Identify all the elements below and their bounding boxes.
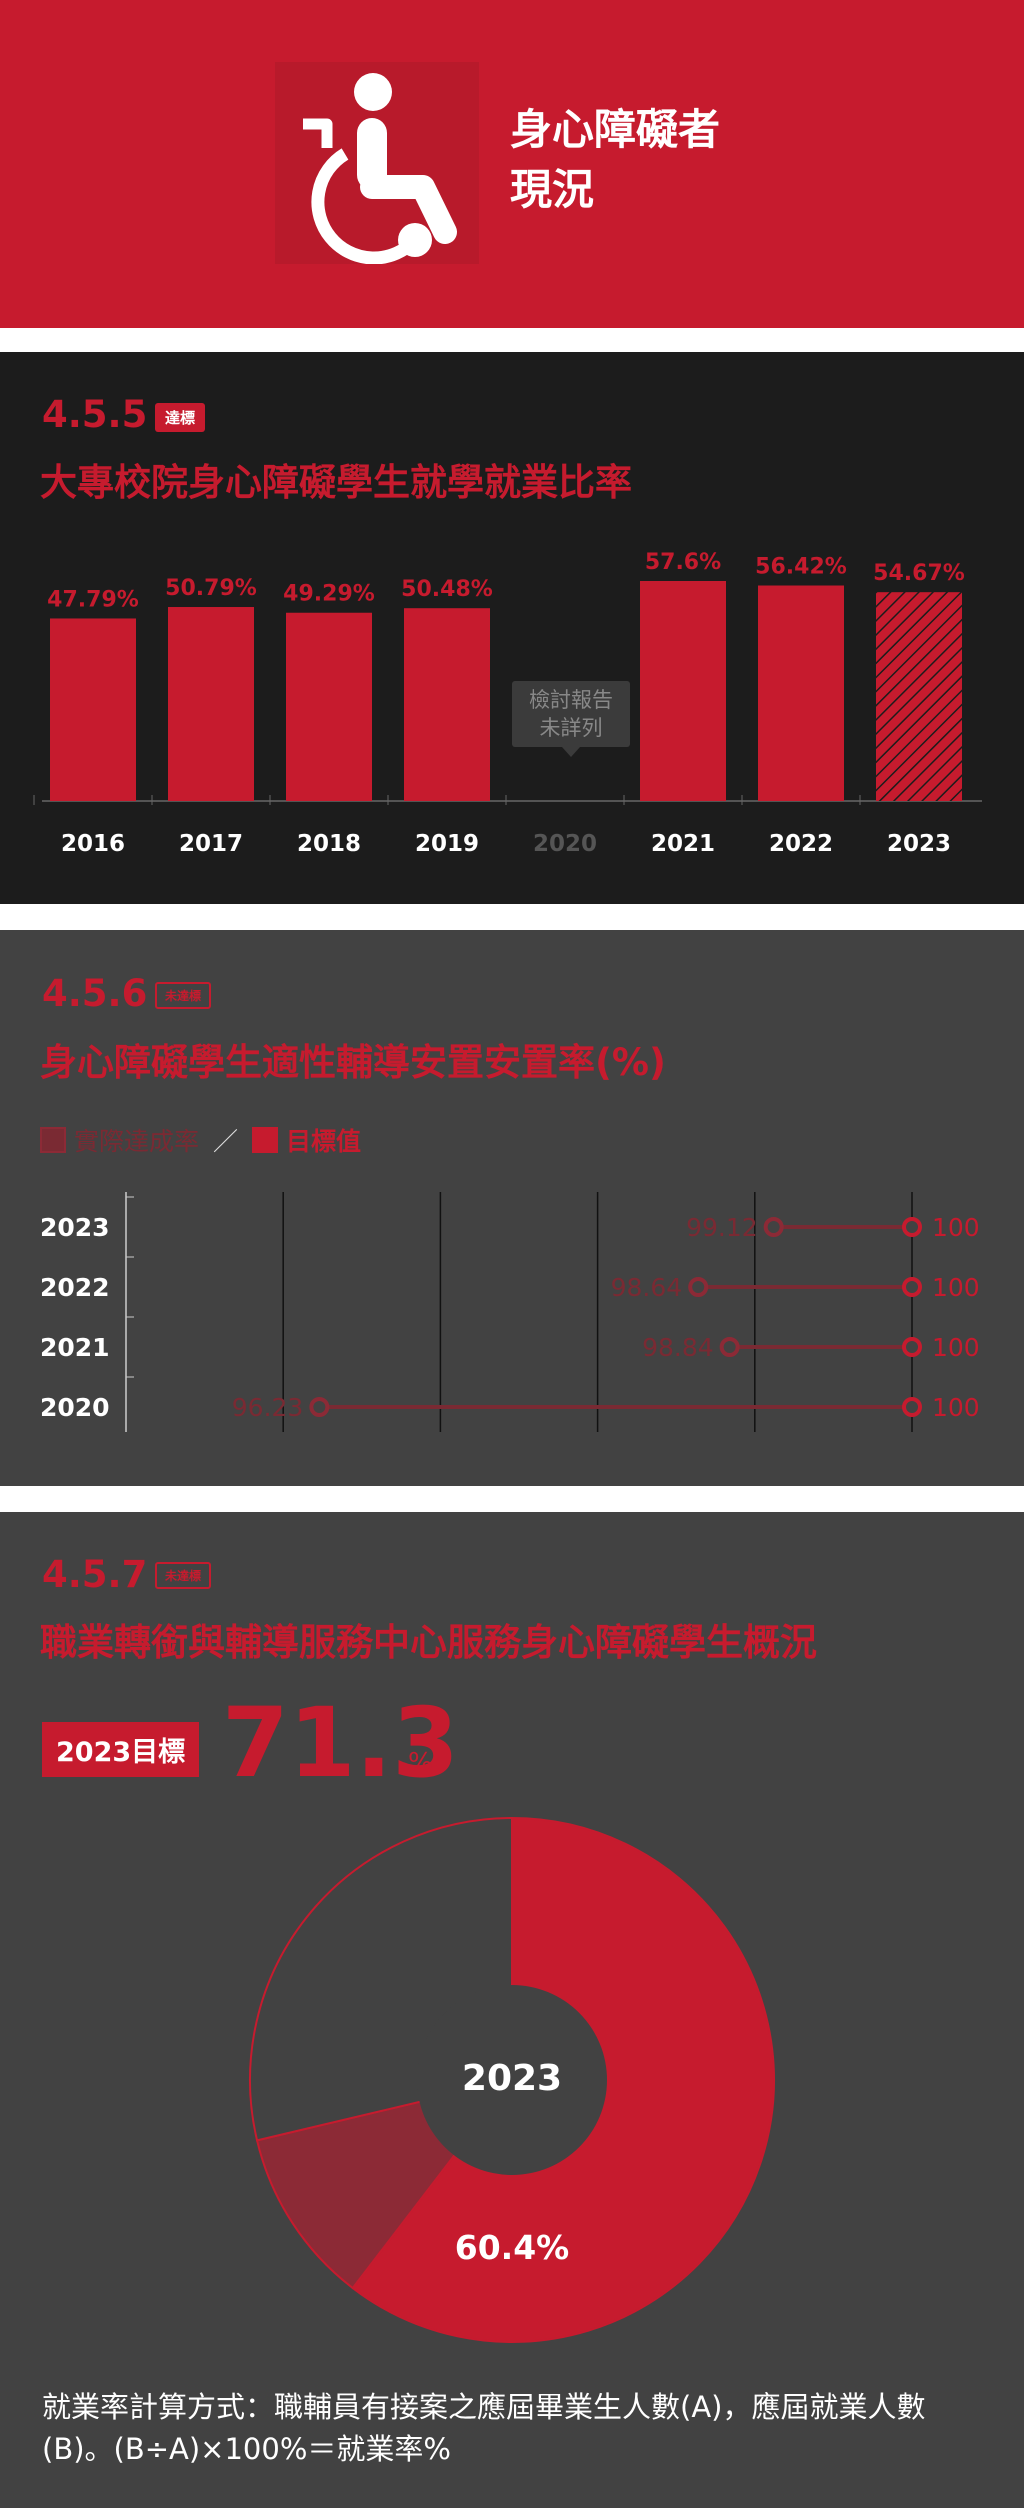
status-badge: 未達標 [155, 1562, 212, 1589]
bar-2023 [876, 592, 962, 801]
bar-2022 [758, 585, 844, 801]
target-point [902, 1337, 922, 1357]
y-tick-label: 2020 [40, 1393, 110, 1422]
y-tick-label: 2023 [40, 1213, 110, 1242]
target-value: 71.3 [222, 1687, 459, 1799]
actual-value-label: 96.23 [232, 1393, 304, 1422]
legend-swatch-actual [40, 1127, 66, 1153]
legend-swatch-target [252, 1127, 279, 1153]
donut-hole [417, 1985, 607, 2175]
actual-point [763, 1217, 784, 1237]
actual-point [309, 1397, 330, 1417]
note-bubble: 檢討報告 未詳列 [512, 681, 630, 747]
bar-value-label: 54.67% [873, 561, 965, 586]
bar-2018 [286, 612, 372, 801]
y-tick-label: 2022 [40, 1273, 110, 1302]
bar-value-label: 49.29% [283, 582, 375, 607]
x-tick-label: 2016 [61, 831, 125, 857]
actual-value-label: 99.12 [686, 1213, 758, 1242]
actual-point [719, 1337, 740, 1357]
legend-label-actual: 實際達成率 [74, 1127, 200, 1156]
status-badge: 達標 [155, 403, 206, 432]
section-title: 大專校院身心障礙學生就學就業比率 [40, 461, 632, 504]
legend: 實際達成率 ／ 目標值 [40, 1122, 361, 1158]
section-number: 4.5.6 [42, 972, 148, 1015]
note-line1: 檢討報告 [529, 688, 613, 712]
bar-2016 [50, 618, 136, 801]
bar-2021 [640, 581, 726, 801]
bar-value-label: 50.79% [165, 576, 257, 601]
x-tick-label: 2020 [533, 831, 597, 857]
formula-line2: (B)。(B÷A)×100%＝就業率% [42, 2432, 451, 2466]
bar-value-label: 47.79% [47, 587, 139, 612]
slice-label: 60.4% [454, 2228, 570, 2267]
target-point [902, 1217, 922, 1237]
target-value-label: 100 [932, 1393, 980, 1422]
actual-value-label: 98.64 [611, 1273, 683, 1302]
x-tick-label: 2017 [179, 831, 243, 857]
actual-point [688, 1277, 709, 1297]
x-tick-label: 2021 [651, 831, 715, 857]
target-point [902, 1277, 922, 1297]
x-tick-label: 2022 [769, 831, 833, 857]
status-badge: 未達標 [155, 982, 212, 1009]
x-tick-label: 2019 [415, 831, 479, 857]
bar-value-label: 50.48% [401, 577, 493, 602]
target-point [902, 1397, 922, 1417]
section-title: 職業轉銜與輔導服務中心服務身心障礙學生概況 [40, 1621, 817, 1664]
page-title-line2: 現況 [510, 165, 595, 214]
section-placement-rate [0, 930, 1024, 1486]
formula-line1: 就業率計算方式：職輔員有接案之應屆畢業生人數(A)，應屆就業人數 [42, 2390, 926, 2424]
note-line2: 未詳列 [539, 716, 603, 740]
bar-2019 [404, 608, 490, 801]
hero-banner [0, 0, 1024, 328]
wheelchair-icon [275, 62, 479, 265]
bar-value-label: 56.42% [755, 555, 847, 580]
target-unit: % [408, 1748, 433, 1778]
bar-value-label: 57.6% [645, 550, 721, 575]
y-tick-label: 2021 [40, 1333, 110, 1362]
target-value-label: 100 [932, 1273, 980, 1302]
target-value-label: 100 [932, 1333, 980, 1362]
formula-note: 就業率計算方式：職輔員有接案之應屆畢業生人數(A)，應屆就業人數 (B)。(B÷… [42, 2386, 1002, 2470]
target-value-label: 100 [932, 1213, 980, 1242]
legend-label-target: 目標值 [286, 1127, 362, 1156]
section-number: 4.5.5 [42, 393, 148, 436]
target-tag: 2023目標 [42, 1722, 200, 1777]
section-number: 4.5.7 [42, 1553, 148, 1596]
donut-chart [249, 1816, 775, 2343]
legend-separator: ／ [213, 1127, 239, 1156]
x-tick-label: 2018 [297, 831, 361, 857]
page-title-line1: 身心障礙者 [510, 105, 721, 154]
page-title: 身心障礙者 現況 [510, 100, 720, 220]
dumbbell-chart: 2023 99.12 100 2022 98.64 100 2021 98.84 100 2020… [40, 1192, 980, 1432]
x-tick-label: 2023 [887, 831, 951, 857]
donut-center-label: 2023 [461, 2058, 563, 2099]
bar-chart: 47.79% 2016 50.79% 2017 49.29% 2018 50.48% 2019… [33, 550, 982, 857]
section-title: 身心障礙學生適性輔導安置安置率(%) [40, 1041, 666, 1084]
actual-value-label: 98.84 [642, 1333, 714, 1362]
bar-2017 [168, 607, 254, 801]
note-pointer [562, 747, 580, 757]
